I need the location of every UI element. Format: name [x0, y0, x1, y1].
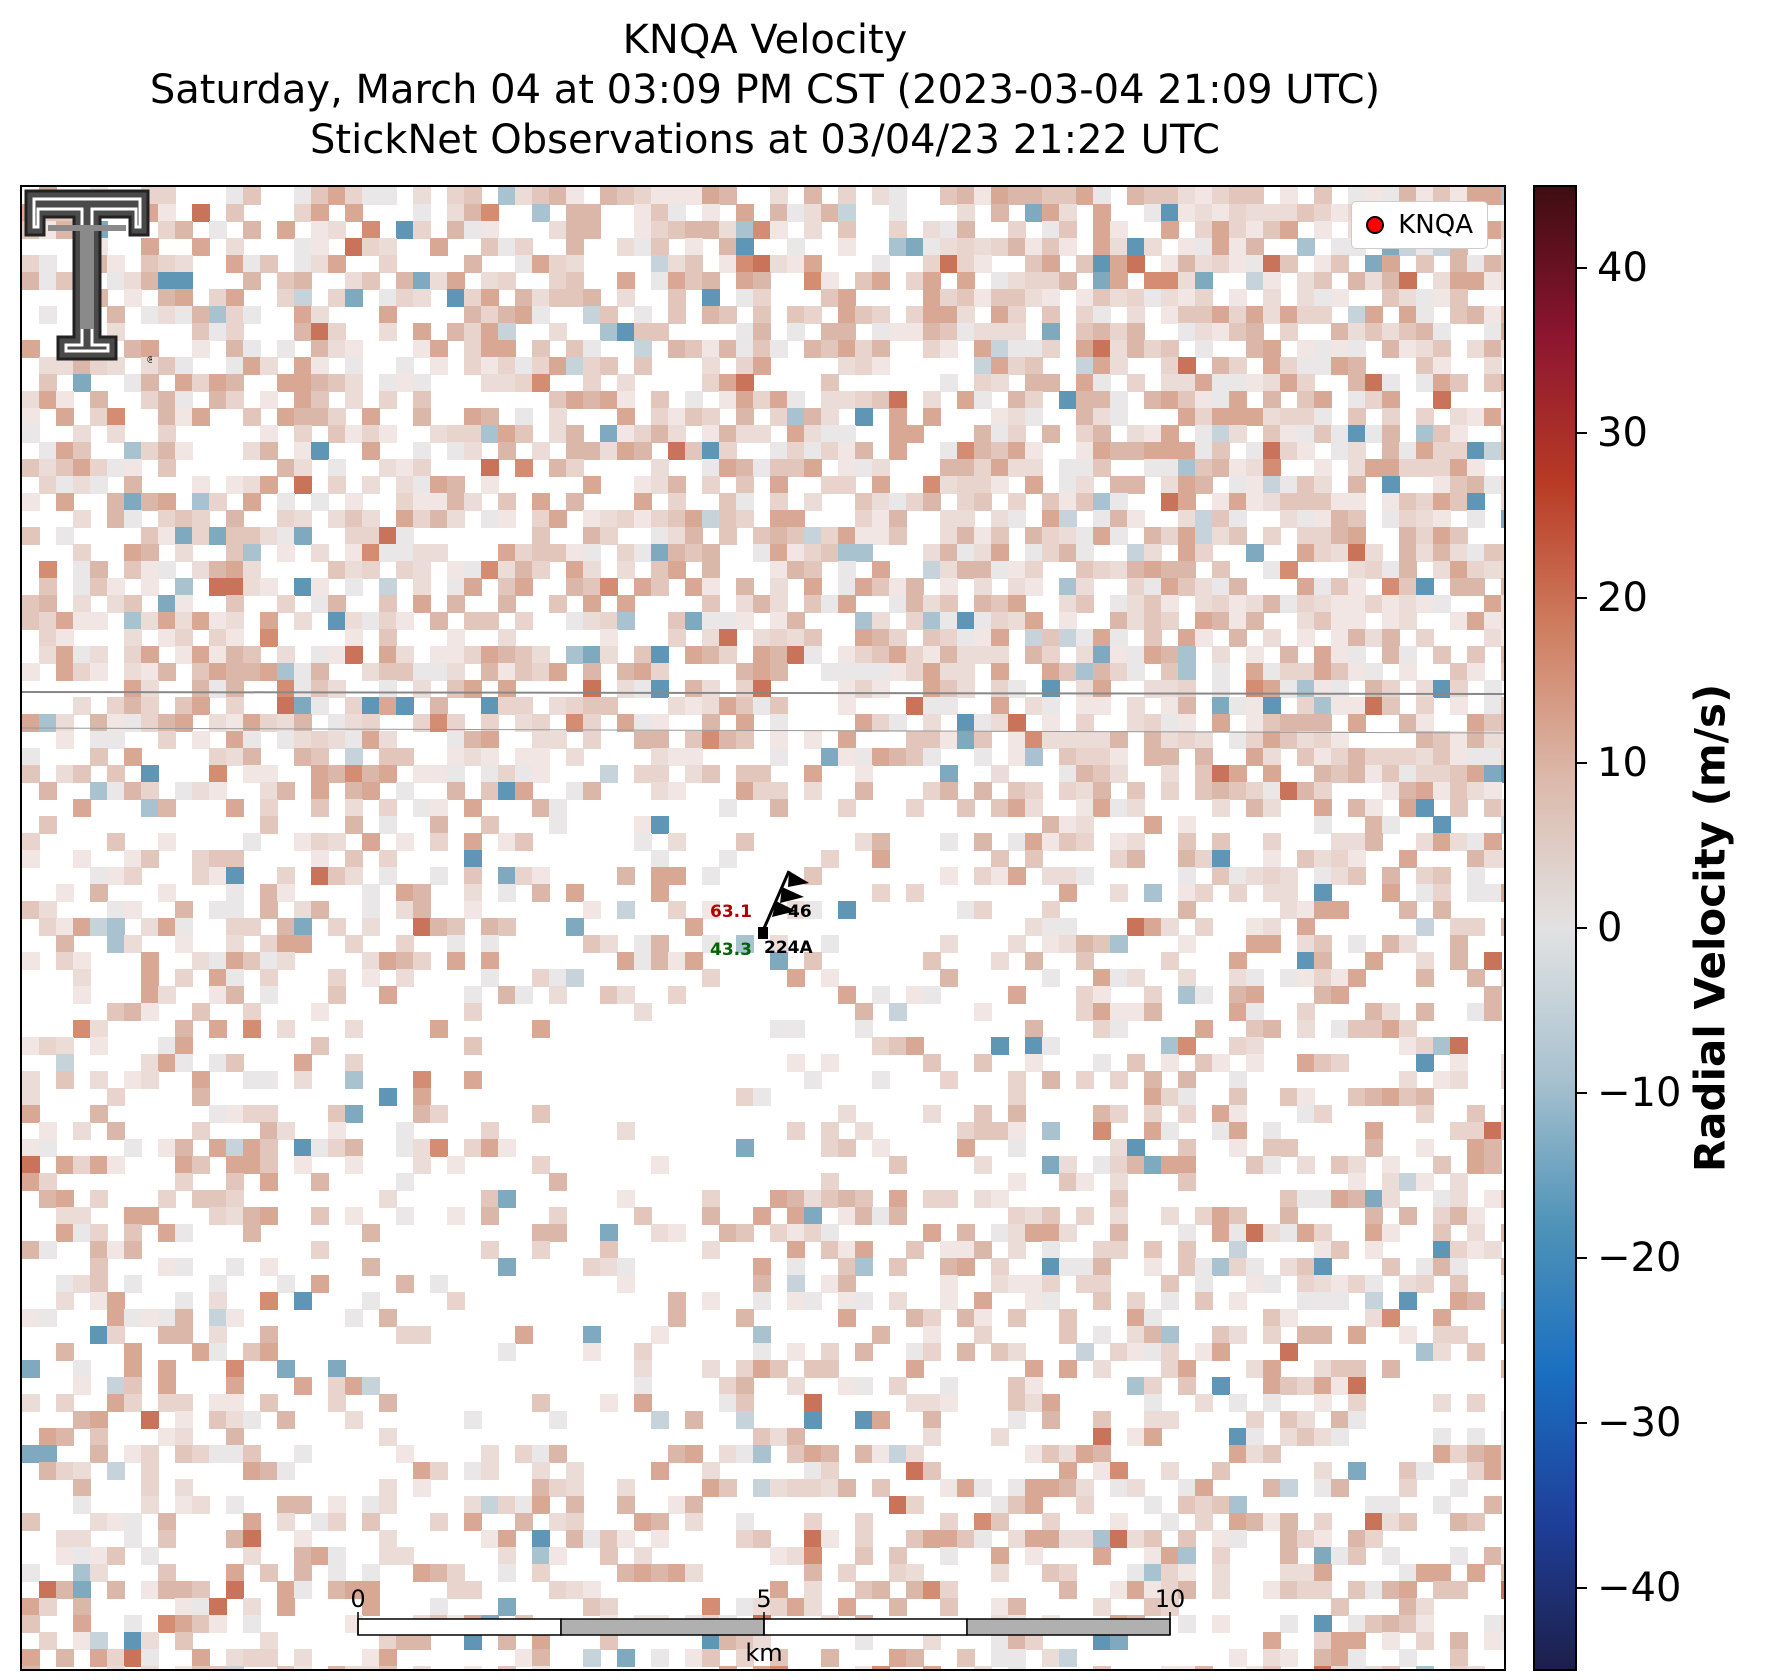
colorbar	[1533, 185, 1577, 1671]
colorbar-tick-label: −10	[1597, 1070, 1682, 1117]
map-legend: KNQA	[1351, 201, 1488, 249]
colorbar-tick-label: 0	[1597, 905, 1623, 951]
colorbar-ticks: 40 30 20 10 0 −10 −20 −30 −40	[1577, 185, 1697, 1671]
station-id-bottom: 224A	[764, 938, 813, 958]
station-temperature: 63.1	[710, 902, 752, 922]
scale-label-0: 0	[350, 1585, 365, 1613]
map-overlay: 0 5 10 km 63.1 43.3 46 224A	[22, 691, 1504, 1667]
colorbar-tick-label: −20	[1597, 1235, 1682, 1282]
knqa-marker-icon	[1366, 216, 1385, 234]
legend-label: KNQA	[1398, 210, 1473, 240]
colorbar-tick-label: −30	[1597, 1400, 1682, 1447]
station-dewpoint: 43.3	[710, 940, 752, 960]
scale-label-10: 10	[1155, 1585, 1186, 1613]
radar-map[interactable]: 0 5 10 km 63.1 43.3 46 224A ® KNQA	[20, 185, 1506, 1671]
colorbar-tick-label: 20	[1597, 574, 1648, 621]
boundary-line	[22, 691, 1504, 695]
road-line	[22, 727, 1504, 734]
map-title: KNQA Velocity	[622, 17, 908, 63]
scale-unit: km	[745, 1639, 782, 1667]
map-subtitle-time: Saturday, March 04 at 03:09 PM CST (2023…	[149, 67, 1381, 113]
radar-velocity-field	[22, 187, 1504, 1669]
scale-bar: 0 5 10 km	[350, 1585, 1185, 1667]
wind-barb-icon	[758, 870, 809, 939]
station-id-top: 46	[788, 902, 812, 922]
svg-text:®: ®	[146, 355, 152, 366]
texas-tech-logo-icon: ®	[24, 189, 152, 366]
colorbar-tick-label: 10	[1597, 739, 1648, 786]
colorbar-tick-label: 40	[1597, 244, 1648, 291]
colorbar-label: Radial Velocity (m/s)	[1685, 683, 1735, 1173]
map-subtitle-observations: StickNet Observations at 03/04/23 21:22 …	[310, 117, 1220, 163]
colorbar-tick-label: 30	[1597, 409, 1648, 456]
scale-label-5: 5	[756, 1585, 771, 1613]
colorbar-tick-label: −40	[1597, 1565, 1682, 1612]
